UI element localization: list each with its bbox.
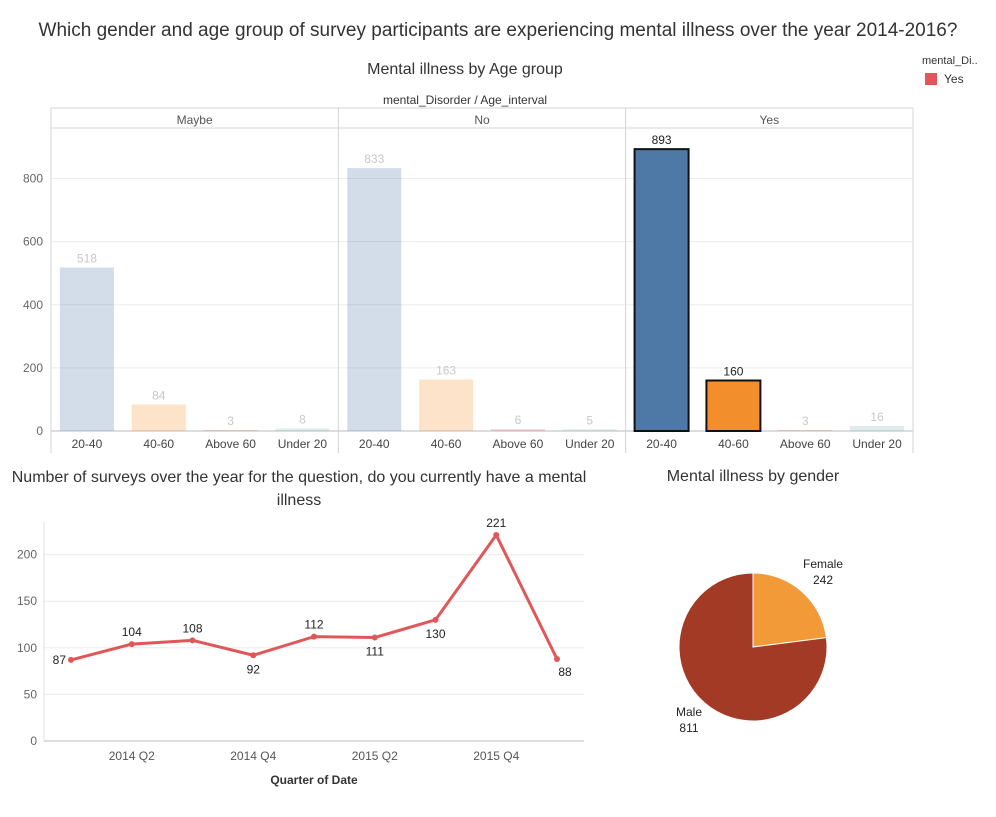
pie-label-male: Male (676, 705, 702, 719)
bar-yes-under-20[interactable] (850, 425, 905, 431)
line-point[interactable] (250, 652, 257, 659)
y-tick-label: 150 (17, 594, 37, 608)
y-tick-label: 100 (17, 641, 37, 655)
y-tick-label: 600 (23, 235, 43, 249)
line-point[interactable] (432, 616, 439, 623)
point-value-label: 221 (486, 516, 506, 530)
bar-value-label: 6 (515, 413, 522, 427)
bar-value-label: 518 (77, 252, 97, 266)
pie-slice-female[interactable] (752, 572, 827, 648)
line-series[interactable] (70, 533, 559, 662)
legend-title[interactable]: mental_Di.. (922, 55, 978, 67)
line-chart-title: Number of surveys over the year for the … (11, 469, 587, 509)
bar-yes-40-60[interactable] (705, 379, 762, 432)
line-point[interactable] (371, 634, 378, 641)
x-tick-label: 20-40 (646, 437, 677, 451)
line-point[interactable] (493, 532, 500, 539)
x-tick-label: 20-40 (72, 437, 103, 451)
point-value-label: 87 (53, 653, 67, 667)
panel-header-yes[interactable]: Yes (760, 113, 780, 127)
y-tick-label: 50 (24, 687, 38, 701)
y-tick-label: 200 (23, 361, 43, 375)
x-axis-title: Quarter of Date (270, 773, 358, 787)
y-tick-label: 400 (23, 298, 43, 312)
pie-label-female: Female (803, 557, 843, 571)
bar-value-label: 5 (586, 413, 593, 427)
x-tick-label: 20-40 (359, 437, 390, 451)
bar-no-above-60[interactable] (490, 429, 545, 431)
y-tick-label: 200 (17, 548, 37, 562)
pie-chart: Female 242 Male 811 (676, 557, 843, 735)
line-point[interactable] (128, 641, 135, 648)
bar-no-20-40[interactable] (347, 168, 402, 431)
point-value-label: 92 (247, 662, 261, 676)
bar-yes-above-60[interactable] (778, 430, 833, 431)
bar-value-label: 3 (802, 414, 809, 428)
x-tick-label: Above 60 (205, 437, 256, 451)
line-chart: 0 50 100 150 200 2014 Q2 2014 Q4 2015 Q2 2015 Q4… (17, 516, 584, 787)
bar-value-label: 893 (652, 133, 672, 147)
x-tick-label: 2015 Q4 (473, 749, 519, 763)
x-tick-label: Under 20 (565, 437, 615, 451)
bar-value-label: 833 (364, 152, 384, 166)
bar-value-label: 3 (227, 414, 234, 428)
line-point[interactable] (189, 637, 196, 644)
x-tick-label: 40-60 (718, 437, 749, 451)
pie-value-female: 242 (813, 573, 833, 587)
legend-label: Yes (944, 72, 964, 86)
bar-value-label: 84 (152, 388, 166, 402)
legend: mental_Di.. Yes (922, 55, 996, 86)
bar-chart-subtitle: mental_Disorder / Age_interval (382, 93, 548, 107)
bar-chart: 0 200 400 600 800 Maybe 518 20-40 84 40-60 3 Above … (23, 107, 914, 453)
y-tick-label: 800 (23, 172, 43, 186)
x-tick-label: Above 60 (493, 437, 544, 451)
y-tick-label: 0 (36, 424, 43, 438)
x-tick-label: 40-60 (143, 437, 174, 451)
point-value-label: 104 (122, 625, 142, 639)
bar-maybe-above-60[interactable] (203, 430, 258, 431)
x-tick-label: 2014 Q4 (230, 749, 276, 763)
bar-value-label: 8 (299, 412, 306, 426)
pie-chart-title: Mental illness by gender (666, 468, 840, 485)
bar-maybe-20-40[interactable] (59, 267, 114, 431)
panel-header-no[interactable]: No (474, 113, 490, 127)
point-value-label: 108 (182, 621, 202, 635)
legend-item-yes[interactable]: Yes (922, 72, 996, 86)
bar-value-label: 16 (870, 410, 884, 424)
pie-value-male: 811 (679, 721, 698, 735)
x-tick-label: 40-60 (431, 437, 462, 451)
line-point[interactable] (554, 655, 560, 662)
point-value-label: 111 (366, 645, 385, 659)
x-tick-label: Under 20 (852, 437, 902, 451)
y-tick-label: 0 (30, 734, 37, 748)
bar-value-label: 163 (436, 364, 456, 378)
x-tick-label: 2015 Q2 (352, 749, 398, 763)
bar-no-under-20[interactable] (562, 429, 617, 431)
bar-chart-title: Mental illness by Age group (367, 61, 563, 78)
dashboard-title: Which gender and age group of survey par… (38, 20, 958, 41)
legend-swatch (925, 73, 937, 85)
line-point[interactable] (68, 656, 74, 663)
bar-yes-20-40[interactable] (633, 148, 690, 432)
panel-header-maybe[interactable]: Maybe (177, 113, 213, 127)
bar-value-label: 160 (723, 365, 743, 379)
x-tick-label: Above 60 (780, 437, 831, 451)
x-tick-label: 2014 Q2 (109, 749, 155, 763)
bar-maybe-40-60[interactable] (131, 404, 186, 431)
bar-maybe-under-20[interactable] (275, 428, 330, 431)
point-value-label: 130 (425, 627, 445, 641)
point-value-label: 112 (304, 618, 323, 632)
bar-no-40-60[interactable] (419, 379, 474, 431)
pie-slice-male[interactable] (678, 572, 828, 722)
point-value-label: 88 (558, 665, 572, 679)
x-tick-label: Under 20 (278, 437, 328, 451)
line-point[interactable] (311, 633, 317, 640)
